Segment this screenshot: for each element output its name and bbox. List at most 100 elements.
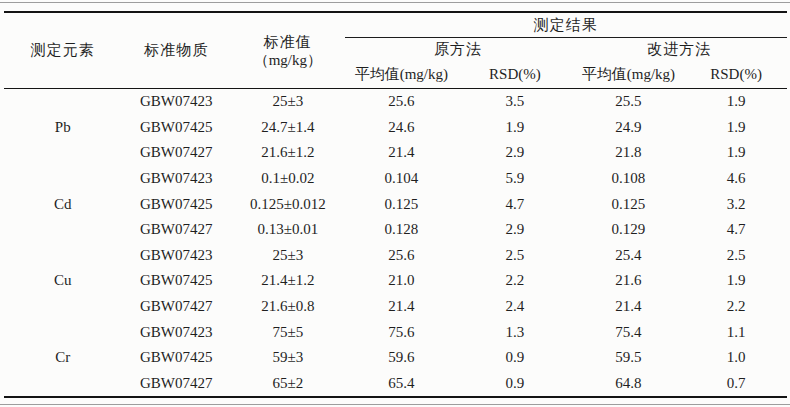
standard-value-unit: （mg/kg） xyxy=(231,51,345,69)
orig-avg-cell: 0.128 xyxy=(345,217,459,243)
imp-rsd-cell: 1.9 xyxy=(685,140,787,166)
material-cell: GBW07423 xyxy=(121,243,231,269)
standard-value-cell: 25±3 xyxy=(231,89,345,115)
orig-rsd-cell: 1.3 xyxy=(458,319,572,345)
orig-rsd-cell: 0.9 xyxy=(458,371,572,398)
imp-rsd-cell: 4.7 xyxy=(685,217,787,243)
imp-avg-cell: 24.9 xyxy=(572,115,686,141)
standard-value-cell: 21.4±1.2 xyxy=(231,268,345,294)
imp-rsd-cell: 1.9 xyxy=(685,268,787,294)
col-header-improved-rsd: RSD(%) xyxy=(685,61,787,89)
imp-avg-cell: 0.129 xyxy=(572,217,686,243)
imp-avg-cell: 21.4 xyxy=(572,294,686,320)
material-cell: GBW07427 xyxy=(121,217,231,243)
scanned-paper-table-page: 测定元素 标准物质 标准值 （mg/kg） 测定结果 原方法 改进方法 平均 xyxy=(0,0,790,407)
page-edge-line-bottom xyxy=(0,404,790,405)
standard-value-cell: 21.6±1.2 xyxy=(231,140,345,166)
table-row: Cu GBW07423 25±3 25.6 2.5 25.4 2.5 xyxy=(4,243,787,269)
standard-value-cell: 75±5 xyxy=(231,319,345,345)
material-cell: GBW07425 xyxy=(121,191,231,217)
material-cell: GBW07425 xyxy=(121,115,231,141)
material-cell: GBW07423 xyxy=(121,319,231,345)
standard-value-cell: 0.125±0.012 xyxy=(231,191,345,217)
material-cell: GBW07427 xyxy=(121,371,231,398)
imp-avg-cell: 59.5 xyxy=(572,345,686,371)
material-cell: GBW07425 xyxy=(121,268,231,294)
imp-rsd-cell: 1.1 xyxy=(685,319,787,345)
material-cell: GBW07425 xyxy=(121,345,231,371)
col-header-element: 测定元素 xyxy=(4,12,121,89)
table-row: GBW07425 24.7±1.4 24.6 1.9 24.9 1.9 xyxy=(4,115,787,141)
material-cell: GBW07427 xyxy=(121,140,231,166)
orig-avg-cell: 59.6 xyxy=(345,345,459,371)
orig-avg-cell: 25.6 xyxy=(345,243,459,269)
table-row: GBW07427 21.6±1.2 21.4 2.9 21.8 1.9 xyxy=(4,140,787,166)
orig-avg-cell: 65.4 xyxy=(345,371,459,398)
orig-avg-cell: 21.0 xyxy=(345,268,459,294)
imp-rsd-cell: 3.2 xyxy=(685,191,787,217)
page-edge-line-top xyxy=(0,2,790,3)
orig-rsd-cell: 4.7 xyxy=(458,191,572,217)
standard-value-cell: 0.1±0.02 xyxy=(231,166,345,192)
imp-avg-cell: 64.8 xyxy=(572,371,686,398)
imp-avg-cell: 75.4 xyxy=(572,319,686,345)
imp-rsd-cell: 1.9 xyxy=(685,115,787,141)
measurement-results-table: 测定元素 标准物质 标准值 （mg/kg） 测定结果 原方法 改进方法 平均 xyxy=(4,11,787,398)
element-cell: Cd xyxy=(4,166,121,243)
col-header-original-method: 原方法 xyxy=(345,38,572,62)
orig-rsd-cell: 1.9 xyxy=(458,115,572,141)
col-header-results-group: 测定结果 xyxy=(345,12,787,38)
orig-rsd-cell: 2.9 xyxy=(458,217,572,243)
results-table-wrap: 测定元素 标准物质 标准值 （mg/kg） 测定结果 原方法 改进方法 平均 xyxy=(4,11,787,398)
material-cell: GBW07423 xyxy=(121,89,231,115)
material-cell: GBW07427 xyxy=(121,294,231,320)
table-row: GBW07425 21.4±1.2 21.0 2.2 21.6 1.9 xyxy=(4,268,787,294)
imp-avg-cell: 21.6 xyxy=(572,268,686,294)
orig-rsd-cell: 5.9 xyxy=(458,166,572,192)
table-row: Cd GBW07423 0.1±0.02 0.104 5.9 0.108 4.6 xyxy=(4,166,787,192)
element-cell: Cr xyxy=(4,319,121,397)
imp-avg-cell: 25.4 xyxy=(572,243,686,269)
orig-avg-cell: 24.6 xyxy=(345,115,459,141)
imp-avg-cell: 25.5 xyxy=(572,89,686,115)
imp-rsd-cell: 1.0 xyxy=(685,345,787,371)
standard-value-cell: 0.13±0.01 xyxy=(231,217,345,243)
standard-value-cell: 24.7±1.4 xyxy=(231,115,345,141)
table-row: GBW07427 0.13±0.01 0.128 2.9 0.129 4.7 xyxy=(4,217,787,243)
orig-rsd-cell: 2.9 xyxy=(458,140,572,166)
col-header-material: 标准物质 xyxy=(121,12,231,89)
imp-rsd-cell: 0.7 xyxy=(685,371,787,398)
col-header-improved-method: 改进方法 xyxy=(572,38,787,62)
col-header-standard-value: 标准值 （mg/kg） xyxy=(231,12,345,89)
imp-avg-cell: 21.8 xyxy=(572,140,686,166)
orig-avg-cell: 25.6 xyxy=(345,89,459,115)
table-row: GBW07425 59±3 59.6 0.9 59.5 1.0 xyxy=(4,345,787,371)
orig-rsd-cell: 2.5 xyxy=(458,243,572,269)
standard-value-cell: 59±3 xyxy=(231,345,345,371)
table-row: Cr GBW07423 75±5 75.6 1.3 75.4 1.1 xyxy=(4,319,787,345)
orig-rsd-cell: 2.4 xyxy=(458,294,572,320)
orig-avg-cell: 21.4 xyxy=(345,294,459,320)
imp-avg-cell: 0.125 xyxy=(572,191,686,217)
orig-avg-cell: 75.6 xyxy=(345,319,459,345)
orig-rsd-cell: 3.5 xyxy=(458,89,572,115)
imp-rsd-cell: 2.5 xyxy=(685,243,787,269)
orig-rsd-cell: 2.2 xyxy=(458,268,572,294)
standard-value-cell: 65±2 xyxy=(231,371,345,398)
orig-avg-cell: 0.104 xyxy=(345,166,459,192)
element-cell: Cu xyxy=(4,243,121,320)
element-cell: Pb xyxy=(4,89,121,166)
standard-value-label: 标准值 xyxy=(231,33,345,51)
standard-value-cell: 25±3 xyxy=(231,243,345,269)
col-header-original-rsd: RSD(%) xyxy=(458,61,572,89)
table-body: Pb GBW07423 25±3 25.6 3.5 25.5 1.9 GBW07… xyxy=(4,89,787,398)
col-header-improved-avg: 平均值(mg/kg) xyxy=(572,61,686,89)
imp-rsd-cell: 4.6 xyxy=(685,166,787,192)
table-row: Pb GBW07423 25±3 25.6 3.5 25.5 1.9 xyxy=(4,89,787,115)
orig-avg-cell: 0.125 xyxy=(345,191,459,217)
imp-rsd-cell: 2.2 xyxy=(685,294,787,320)
table-row: GBW07425 0.125±0.012 0.125 4.7 0.125 3.2 xyxy=(4,191,787,217)
material-cell: GBW07423 xyxy=(121,166,231,192)
col-header-original-avg: 平均值(mg/kg) xyxy=(345,61,459,89)
table-header: 测定元素 标准物质 标准值 （mg/kg） 测定结果 原方法 改进方法 平均 xyxy=(4,12,787,89)
